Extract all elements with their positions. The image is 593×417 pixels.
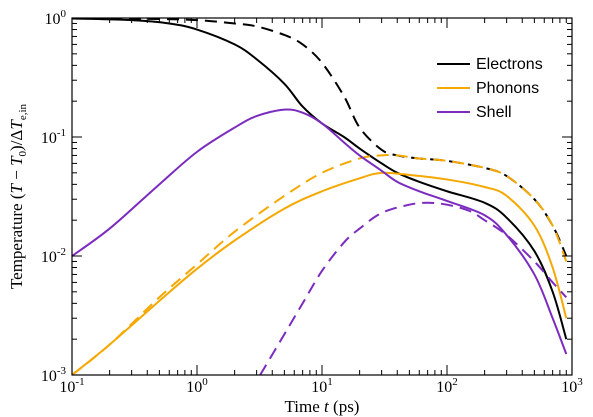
- y-tick-base: 10: [41, 249, 57, 266]
- x-tick-label: 10-1: [59, 376, 84, 396]
- y-axis-label-minus: −: [7, 166, 26, 184]
- x-tick-base: 10: [436, 379, 452, 396]
- legend-label-electrons: Electrons: [476, 56, 543, 73]
- axis-ticks: [71, 17, 573, 376]
- x-tick-exponent: 1: [327, 376, 333, 388]
- y-tick-base: 10: [45, 11, 61, 28]
- y-tick-label: 10-2: [41, 246, 66, 266]
- x-tick-label: 103: [561, 376, 583, 396]
- y-tick-exponent: -2: [57, 246, 66, 258]
- legend-label-phonons: Phonons: [476, 80, 539, 97]
- y-axis-label-text-1: Temperature (: [7, 193, 26, 289]
- y-axis-label-close: )/Δ: [7, 130, 26, 151]
- series-0-electrons-solid: [72, 18, 568, 340]
- legend: Electrons Phonons Shell: [437, 56, 543, 121]
- y-axis-label: Temperature (T − T0)/ΔTe,in: [7, 103, 29, 289]
- y-axis-label-sub-0: 0: [17, 150, 29, 156]
- x-axis-label-var: t: [324, 397, 330, 416]
- y-tick-exponent: 0: [61, 8, 67, 20]
- x-axis-label-text-2: (ps): [329, 397, 360, 416]
- x-tick-label: 101: [311, 376, 333, 396]
- x-tick-exponent: 0: [202, 376, 208, 388]
- x-tick-base: 10: [561, 379, 577, 396]
- y-axis-label-sub-ein: e,in: [17, 103, 29, 120]
- y-tick-base: 10: [41, 368, 57, 385]
- y-axis-label-var-T1: T: [7, 182, 26, 193]
- x-tick-label: 100: [186, 376, 208, 396]
- series-2-phonons-solid: [72, 171, 568, 375]
- y-tick-exponent: -1: [57, 127, 66, 139]
- y-tick-label: 100: [45, 8, 67, 28]
- x-tick-base: 10: [59, 379, 75, 396]
- x-axis-label: Time t (ps): [285, 397, 360, 416]
- x-tick-label: 102: [436, 376, 458, 396]
- series-3-dashed: [72, 154, 568, 375]
- y-axis-label-var-T2: T: [7, 155, 26, 166]
- y-tick-label: 10-1: [41, 127, 66, 147]
- x-tick-exponent: 3: [577, 376, 583, 388]
- x-axis-label-text-1: Time: [285, 397, 325, 416]
- series-1-dashed: [72, 18, 568, 257]
- y-tick-base: 10: [41, 130, 57, 147]
- legend-label-shell: Shell: [476, 104, 512, 121]
- series-5-dashed: [259, 201, 568, 375]
- x-tick-exponent: -1: [75, 376, 84, 388]
- y-tick-exponent: -3: [57, 365, 67, 377]
- y-tick-label: 10-3: [41, 365, 67, 385]
- series-4-shell-solid: [72, 108, 568, 355]
- x-tick-exponent: 2: [452, 376, 458, 388]
- x-tick-base: 10: [186, 379, 202, 396]
- y-axis-label-var-T3: T: [7, 119, 26, 130]
- x-tick-base: 10: [311, 379, 327, 396]
- curves: [72, 18, 568, 375]
